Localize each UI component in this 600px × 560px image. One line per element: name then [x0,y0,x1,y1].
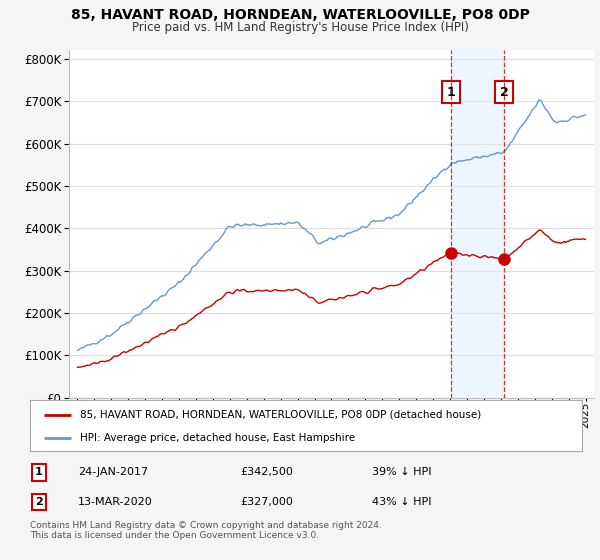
Text: 43% ↓ HPI: 43% ↓ HPI [372,497,431,507]
Text: 85, HAVANT ROAD, HORNDEAN, WATERLOOVILLE, PO8 0DP (detached house): 85, HAVANT ROAD, HORNDEAN, WATERLOOVILLE… [80,409,481,419]
Text: £342,500: £342,500 [240,468,293,478]
Text: 24-JAN-2017: 24-JAN-2017 [78,468,148,478]
Text: 13-MAR-2020: 13-MAR-2020 [78,497,153,507]
Text: 1: 1 [447,86,455,99]
Text: 1: 1 [35,468,43,478]
Text: Price paid vs. HM Land Registry's House Price Index (HPI): Price paid vs. HM Land Registry's House … [131,21,469,34]
Text: £327,000: £327,000 [240,497,293,507]
Text: 2: 2 [35,497,43,507]
Text: 39% ↓ HPI: 39% ↓ HPI [372,468,431,478]
Text: Contains HM Land Registry data © Crown copyright and database right 2024.
This d: Contains HM Land Registry data © Crown c… [30,521,382,540]
Text: HPI: Average price, detached house, East Hampshire: HPI: Average price, detached house, East… [80,433,355,443]
Bar [451,50,504,398]
Text: 85, HAVANT ROAD, HORNDEAN, WATERLOOVILLE, PO8 0DP: 85, HAVANT ROAD, HORNDEAN, WATERLOOVILLE… [71,8,529,22]
Text: 2: 2 [500,86,509,99]
